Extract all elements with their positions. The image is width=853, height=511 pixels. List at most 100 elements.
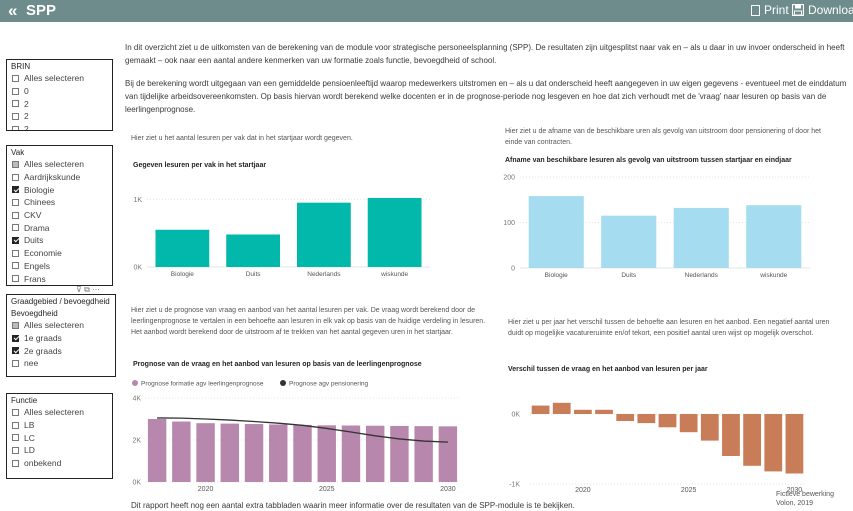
y-tick-label: 0K <box>511 412 520 419</box>
bar <box>147 419 167 482</box>
checkbox[interactable] <box>12 198 19 206</box>
slicer-item[interactable]: 0 <box>7 85 112 98</box>
checkbox[interactable] <box>12 236 19 244</box>
slicer-item[interactable]: 2e graads <box>7 344 115 357</box>
print-button[interactable]: Print <box>751 3 789 17</box>
slicer-item[interactable]: LB <box>7 419 112 432</box>
slicer-item[interactable]: Economie <box>7 247 112 260</box>
filter-icon[interactable]: ⊽ <box>76 285 82 294</box>
checkbox[interactable] <box>12 262 19 270</box>
bar <box>616 414 635 421</box>
slicer-item[interactable]: Frans <box>7 272 112 285</box>
checkbox[interactable] <box>12 74 19 82</box>
x-tick-label: 2025 <box>681 487 697 494</box>
bar <box>595 409 613 414</box>
bar <box>673 207 729 268</box>
bar <box>531 405 550 414</box>
slicer-item[interactable]: CKV <box>7 209 112 222</box>
download-button[interactable]: Download <box>792 3 853 17</box>
slicer-item[interactable]: 2 <box>7 97 112 110</box>
checkbox[interactable] <box>12 87 19 95</box>
focus-mode-icon[interactable]: ⧉ <box>84 285 90 294</box>
slicer-item[interactable]: Alles selecteren <box>7 319 115 332</box>
bar <box>679 414 698 433</box>
slicer-item[interactable]: Duits <box>7 234 112 247</box>
slicer-item-label: Alles selecteren <box>24 73 85 84</box>
x-tick-label: 2030 <box>440 486 456 493</box>
checkbox[interactable] <box>12 434 19 442</box>
slicer-item[interactable]: Biologie <box>7 183 112 196</box>
slicer-item[interactable]: Alles selecteren <box>7 406 112 419</box>
checkbox[interactable] <box>12 112 19 120</box>
checkbox[interactable] <box>12 359 19 367</box>
checkbox[interactable] <box>12 408 19 416</box>
slicer-item[interactable]: Engels <box>7 260 112 273</box>
slicer-item[interactable]: 2 <box>7 110 112 123</box>
x-tick-label: 2025 <box>319 486 335 493</box>
slicer-item-label: Economie <box>24 248 62 259</box>
slicer-item[interactable]: nee <box>7 357 115 370</box>
checkbox[interactable] <box>12 459 19 467</box>
slicer-item[interactable]: Aardrijkskunde <box>7 171 112 184</box>
slicer-item-label: LD <box>24 445 35 456</box>
slicer-item-label: 2 <box>24 111 29 122</box>
checkbox[interactable] <box>12 249 19 257</box>
checkbox[interactable] <box>12 334 19 342</box>
slicer-item[interactable]: 1e graads <box>7 332 115 345</box>
slicer-item-label: 2e graads <box>24 345 62 356</box>
y-tick-label: -1K <box>509 482 520 489</box>
slicer-graadgebied: Graadgebied / bevoegdheid Bevoegdheid Al… <box>6 294 116 377</box>
legend-label-formatie: Prognose formatie agv leerlingenprognose <box>141 381 264 388</box>
x-tick-label: 2020 <box>575 487 591 494</box>
slicer-item-label: nee <box>24 358 39 369</box>
slicer-subtitle: Bevoegdheid <box>11 309 58 318</box>
checkbox[interactable] <box>12 160 19 168</box>
top-bar: « SPP Print Download <box>0 0 853 22</box>
slicer-item[interactable]: Drama <box>7 221 112 234</box>
checkbox[interactable] <box>12 211 19 219</box>
checkbox[interactable] <box>12 446 19 454</box>
slicer-item-label: LC <box>24 432 35 443</box>
bar <box>743 414 761 466</box>
checkbox[interactable] <box>12 347 19 355</box>
bar <box>269 424 288 482</box>
slicer-item-label: LB <box>24 420 35 431</box>
chart-title-2: Afname van beschikbare lesuren als gevol… <box>505 157 792 164</box>
slicer-item[interactable]: LC <box>7 431 112 444</box>
slicer-item[interactable]: Alles selecteren <box>7 158 112 171</box>
back-button[interactable]: « <box>8 1 18 20</box>
slicer-item[interactable]: 2 <box>7 123 112 130</box>
checkbox[interactable] <box>12 275 19 283</box>
checkbox[interactable] <box>12 321 19 329</box>
x-tick-label: wiskunde <box>759 272 787 279</box>
x-tick-label: Nederlands <box>307 271 341 278</box>
chart-description-1: Hier ziet u het aantal lesuren per vak d… <box>131 135 353 142</box>
y-tick-label: 1K <box>133 197 142 204</box>
bar <box>658 414 677 428</box>
slicer-item[interactable]: LD <box>7 444 112 457</box>
bar <box>700 414 719 441</box>
slicer-item[interactable]: Alles selecteren <box>7 72 112 85</box>
slicer-item-label: Duits <box>24 235 44 246</box>
checkbox[interactable] <box>12 173 19 181</box>
bar <box>746 205 802 268</box>
slicer-item[interactable]: onbekend <box>7 457 112 470</box>
checkbox[interactable] <box>12 100 19 108</box>
checkbox[interactable] <box>12 224 19 232</box>
bar <box>317 425 336 482</box>
bar <box>414 426 433 482</box>
bar <box>244 424 264 482</box>
slicer-item-label: Alles selecteren <box>24 407 85 418</box>
bar <box>341 425 361 482</box>
slicer-item-label: Chinees <box>24 197 56 208</box>
visual-header-icons: ⊽ ⧉ ⋯ <box>76 285 100 295</box>
checkbox[interactable] <box>12 125 19 130</box>
x-tick-label: Duits <box>246 271 262 278</box>
slicer-item[interactable]: Chinees <box>7 196 112 209</box>
checkbox[interactable] <box>12 421 19 429</box>
x-tick-label: Duits <box>621 272 637 279</box>
more-options-icon[interactable]: ⋯ <box>92 285 101 294</box>
verschil-vraag-aanbod-chart: 0K -1K 2020 2025 2030 <box>509 402 805 494</box>
checkbox[interactable] <box>12 186 19 194</box>
slicer-functie: Functie Alles selecteren LB LC LD onbeke… <box>6 393 113 479</box>
